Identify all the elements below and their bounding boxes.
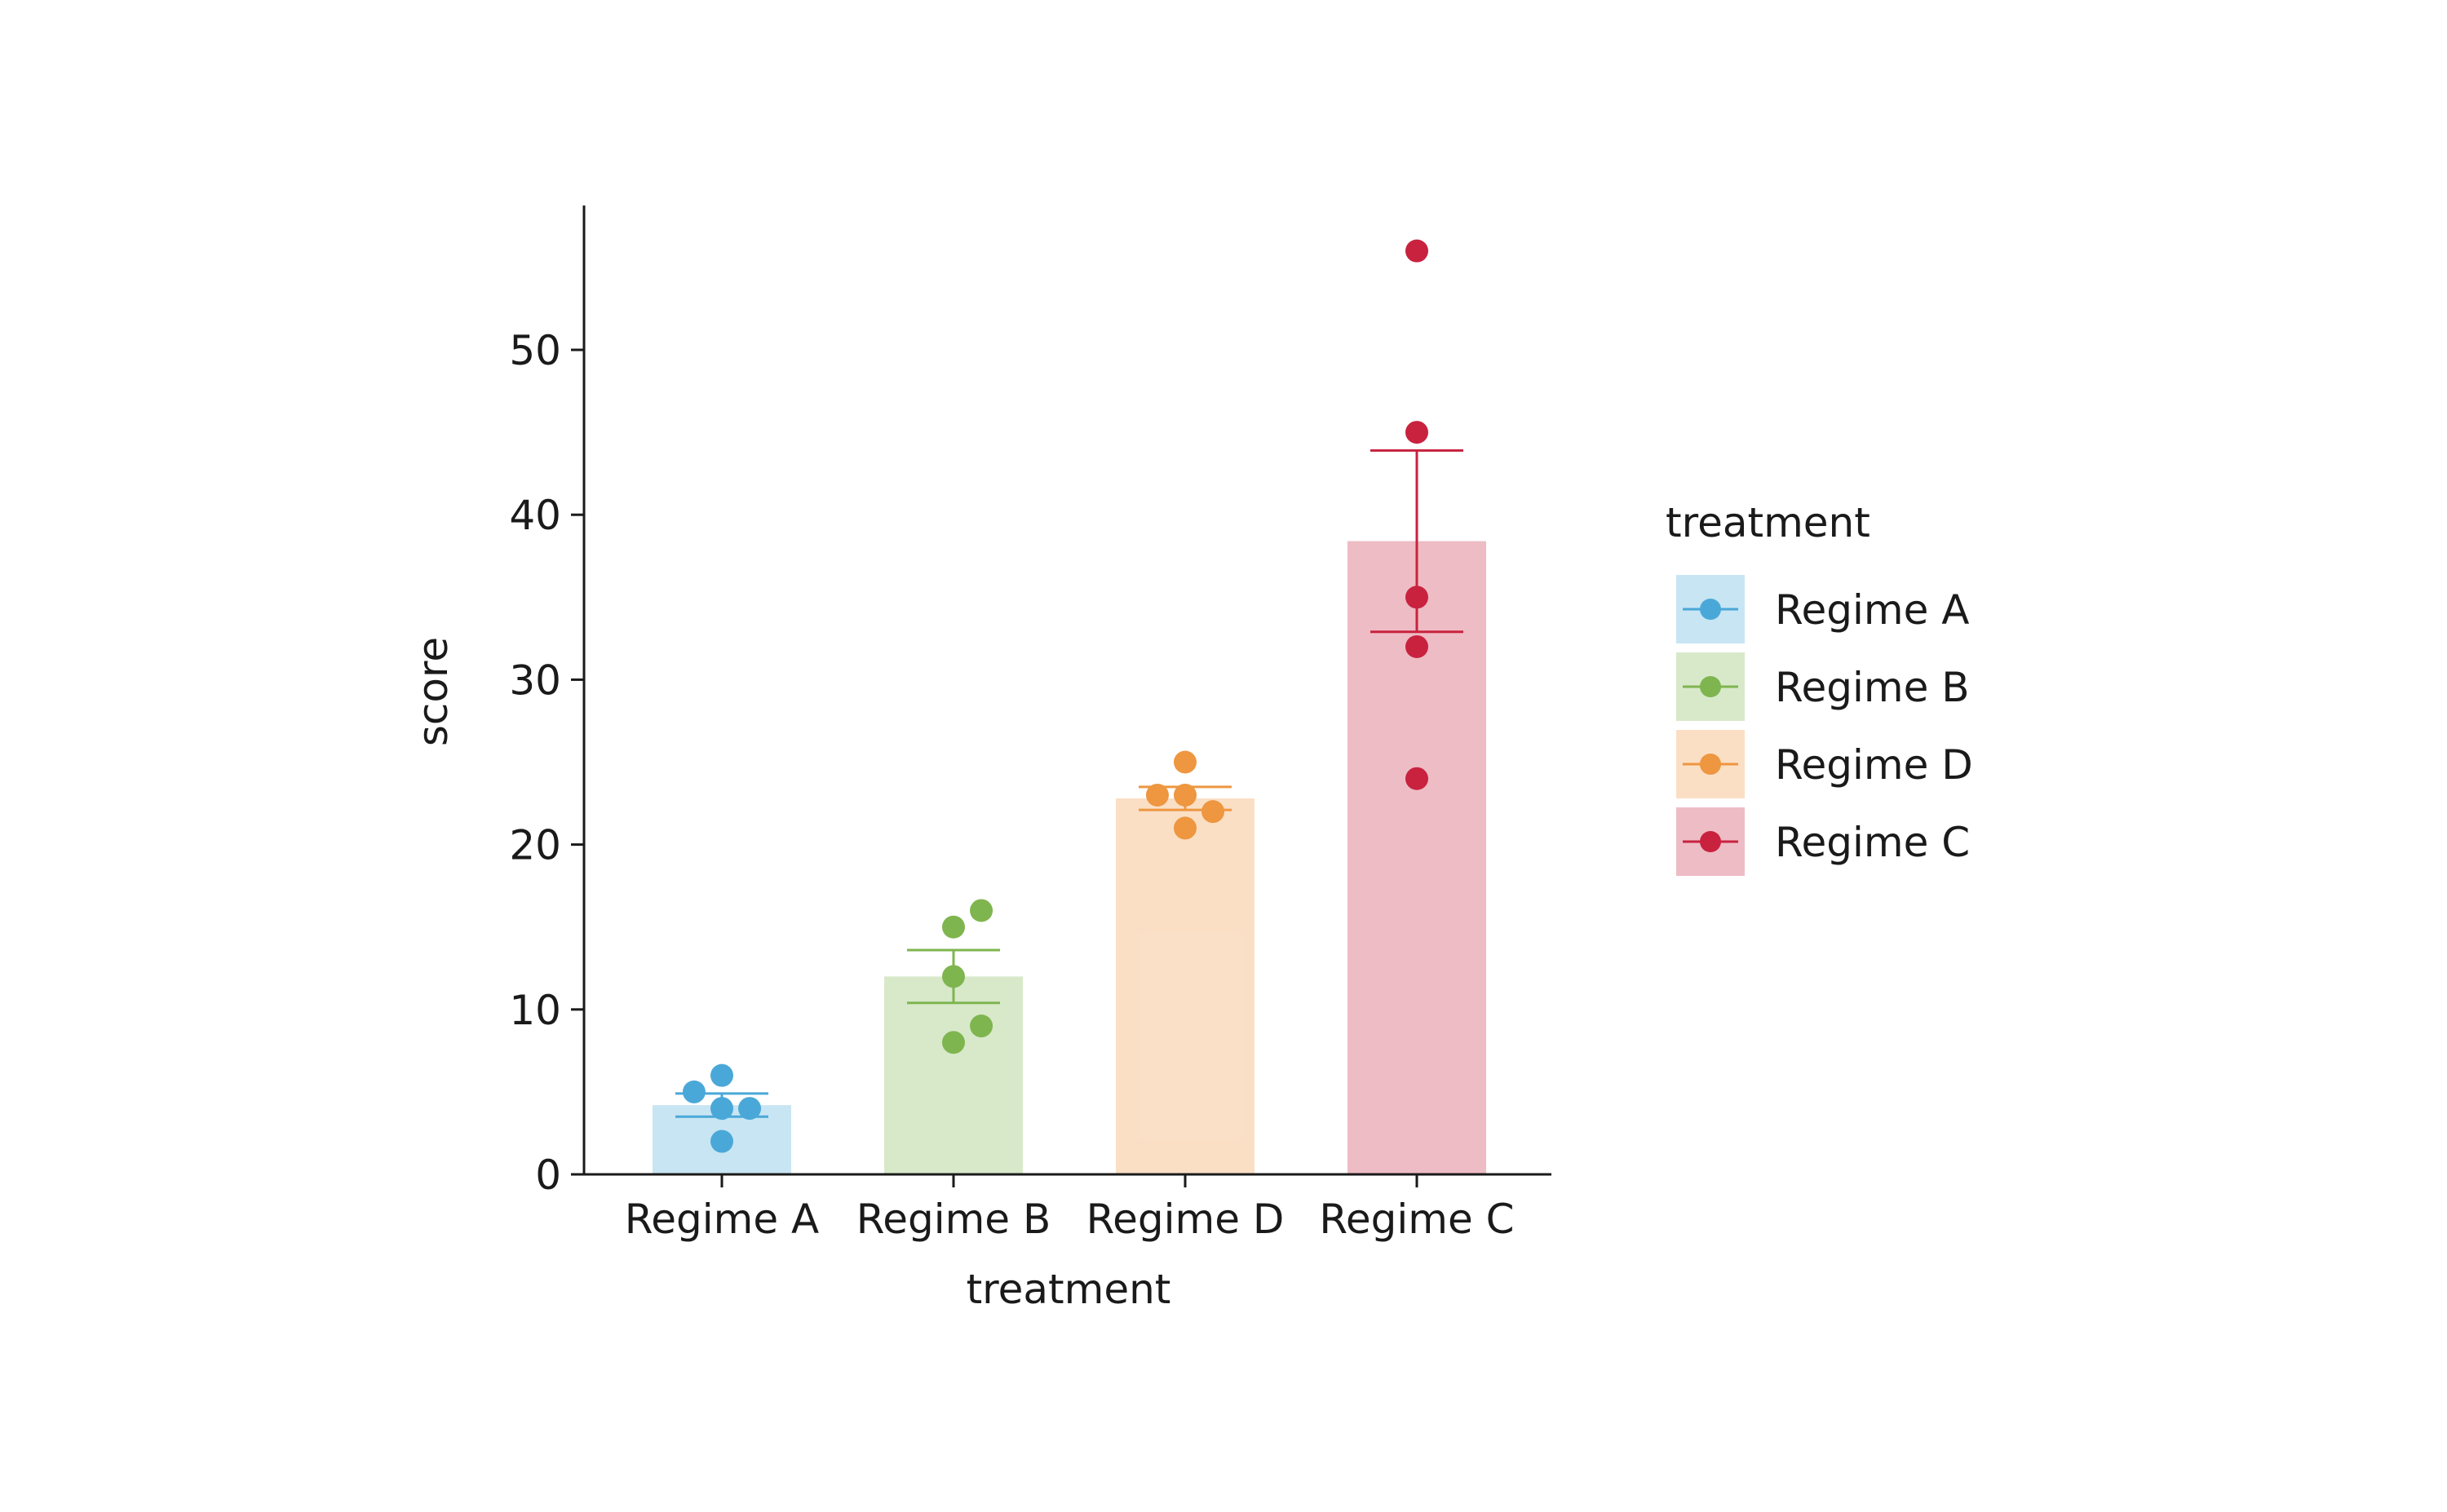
data-point bbox=[682, 1080, 706, 1103]
y-tick-label: 40 bbox=[509, 492, 561, 539]
bar-regime-d bbox=[1116, 798, 1254, 1174]
data-point bbox=[1201, 800, 1225, 824]
x-tick-label: Regime D bbox=[1086, 1196, 1285, 1243]
x-tick-label: Regime A bbox=[625, 1196, 819, 1243]
y-tick-label: 30 bbox=[509, 657, 561, 704]
x-tick-label: Regime B bbox=[856, 1196, 1051, 1243]
data-point bbox=[942, 915, 965, 939]
legend-label: Regime A bbox=[1775, 586, 1969, 634]
legend-marker bbox=[1700, 599, 1721, 620]
legend-marker bbox=[1700, 754, 1721, 775]
data-point bbox=[710, 1063, 733, 1087]
data-point bbox=[1405, 239, 1428, 263]
y-axis-label: score bbox=[409, 637, 457, 746]
data-point bbox=[942, 965, 965, 988]
data-point bbox=[710, 1097, 733, 1121]
legend: treatment Regime A Regime B Regime D Regime… bbox=[1666, 499, 1973, 876]
data-point bbox=[970, 1015, 993, 1038]
data-point bbox=[1405, 586, 1428, 609]
legend-marker bbox=[1700, 676, 1721, 697]
bar-regime-b bbox=[884, 976, 1023, 1174]
data-point bbox=[1174, 783, 1197, 807]
y-tick-label: 50 bbox=[509, 327, 561, 374]
errorbars-layer bbox=[675, 449, 1463, 1118]
legend-label: Regime C bbox=[1775, 819, 1970, 866]
data-point bbox=[710, 1130, 733, 1153]
data-point bbox=[970, 899, 993, 922]
x-tick-label: Regime C bbox=[1319, 1196, 1514, 1243]
axes: Regime A Regime B Regime D Regime C 0 10 20 30 4… bbox=[509, 206, 1551, 1243]
data-point bbox=[1174, 750, 1197, 774]
data-point bbox=[1405, 421, 1428, 444]
y-tick-label: 10 bbox=[509, 987, 561, 1034]
data-point bbox=[1405, 767, 1428, 790]
legend-marker bbox=[1700, 831, 1721, 852]
points-layer bbox=[682, 239, 1428, 1153]
x-axis-label: treatment bbox=[967, 1266, 1171, 1313]
bars-layer bbox=[653, 541, 1486, 1174]
legend-label: Regime B bbox=[1775, 664, 1970, 711]
data-point bbox=[1405, 634, 1428, 658]
data-point bbox=[738, 1097, 762, 1121]
y-tick-label: 0 bbox=[535, 1152, 561, 1199]
data-point bbox=[942, 1031, 965, 1054]
data-point bbox=[1145, 783, 1169, 807]
legend-label: Regime D bbox=[1775, 741, 1973, 789]
y-tick-label: 20 bbox=[509, 822, 561, 869]
data-point bbox=[1174, 816, 1197, 840]
legend-title: treatment bbox=[1666, 499, 1870, 546]
